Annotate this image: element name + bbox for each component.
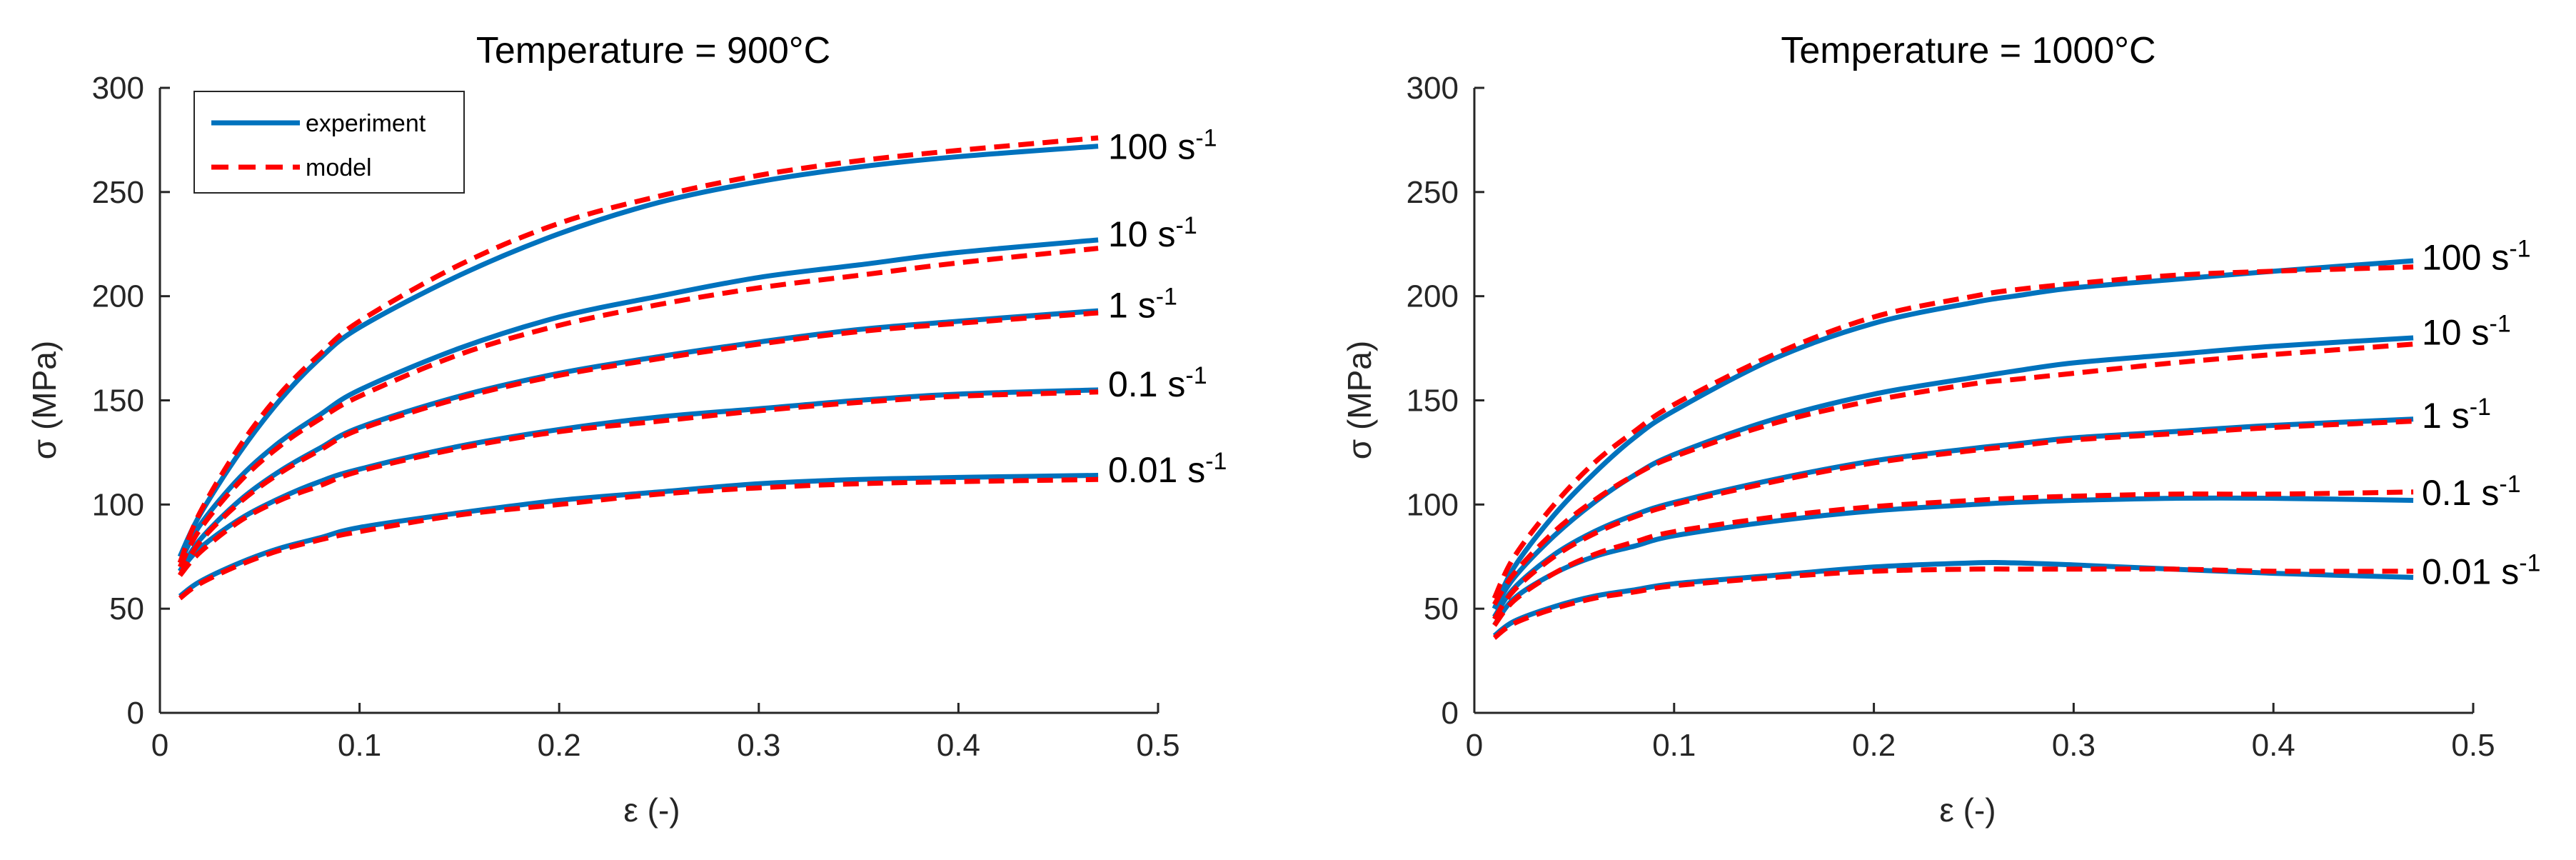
y-tick-label: 150 bbox=[1407, 384, 1459, 419]
y-tick-label: 0 bbox=[1442, 696, 1459, 731]
y-tick-label: 100 bbox=[1407, 487, 1459, 522]
y-tick-label: 250 bbox=[1407, 175, 1459, 210]
model-0p01-line bbox=[1492, 566, 2414, 640]
x-tick-label: 0 bbox=[151, 728, 168, 763]
chart-900c: Temperature = 900°C 0 0.1 0.2 0.3 0.4 0.5 0 50 1… bbox=[26, 30, 1227, 829]
legend-model-label: model bbox=[306, 154, 372, 181]
experiment-0p01-line bbox=[178, 473, 1099, 599]
y-axis-label: σ (MPa) bbox=[1341, 341, 1378, 459]
experiment-10-line bbox=[177, 237, 1099, 564]
model-10-line bbox=[1492, 341, 2414, 606]
y-tick-label: 50 bbox=[109, 591, 144, 626]
legend: experiment model bbox=[193, 91, 465, 194]
chart-title: Temperature = 1000°C bbox=[1781, 30, 2155, 71]
y-tick-label: 0 bbox=[127, 696, 144, 731]
model-100-line bbox=[177, 135, 1099, 564]
x-tick-label: 0.3 bbox=[737, 728, 780, 763]
chart-1000c: Temperature = 1000°C 0 0.1 0.2 0.3 0.4 0.5 0 50… bbox=[1341, 30, 2540, 829]
x-tick-label: 0.1 bbox=[1652, 728, 1696, 763]
y-tick-label: 300 bbox=[92, 71, 144, 106]
experiment-100-line bbox=[177, 144, 1099, 558]
y-tick-label: 250 bbox=[92, 175, 144, 210]
x-tick-label: 0 bbox=[1466, 728, 1483, 763]
x-tick-label: 0.4 bbox=[2252, 728, 2295, 763]
model-0p1-line bbox=[178, 389, 1099, 577]
model-1-line bbox=[177, 310, 1099, 577]
x-tick-label: 0.1 bbox=[338, 728, 381, 763]
model-100-line bbox=[1491, 264, 2414, 600]
chart-title: Temperature = 900°C bbox=[476, 30, 830, 71]
x-tick-label: 0.2 bbox=[1852, 728, 1896, 763]
experiment-100-line bbox=[1491, 258, 2414, 610]
legend-experiment-label: experiment bbox=[306, 110, 426, 137]
x-tick-label: 0.2 bbox=[538, 728, 581, 763]
y-tick-label: 300 bbox=[1407, 71, 1459, 106]
y-tick-label: 100 bbox=[92, 487, 144, 522]
model-0p1-line bbox=[1492, 489, 2414, 627]
y-tick-label: 50 bbox=[1424, 591, 1459, 626]
x-axis-label: ε (-) bbox=[1939, 791, 1996, 829]
x-axis-label: ε (-) bbox=[623, 791, 680, 829]
model-0p01-line bbox=[178, 476, 1099, 601]
x-tick-label: 0.5 bbox=[2451, 728, 2495, 763]
y-tick-label: 200 bbox=[1407, 279, 1459, 314]
model-1-line bbox=[1492, 419, 2414, 621]
model-10-line bbox=[177, 246, 1099, 569]
y-axis-label: σ (MPa) bbox=[26, 341, 63, 459]
y-tick-label: 200 bbox=[92, 279, 144, 314]
x-tick-label: 0.4 bbox=[937, 728, 980, 763]
legend-box bbox=[193, 91, 465, 194]
x-tick-label: 0.5 bbox=[1136, 728, 1179, 763]
y-tick-label: 150 bbox=[92, 384, 144, 419]
x-tick-label: 0.3 bbox=[2052, 728, 2095, 763]
